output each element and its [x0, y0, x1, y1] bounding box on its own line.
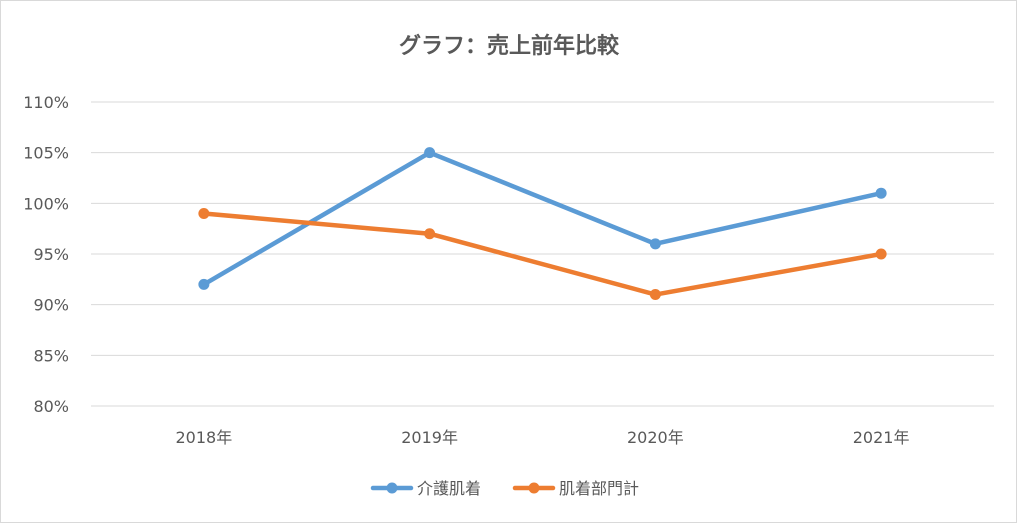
x-tick-label: 2019年: [401, 428, 458, 447]
data-point: [198, 207, 210, 219]
legend-marker: [386, 482, 398, 494]
series-1: [198, 147, 887, 290]
data-point: [424, 228, 436, 240]
data-point: [649, 238, 661, 250]
data-point: [875, 248, 887, 260]
y-axis-ticks: 80% 85% 90% 95% 100% 105% 110%: [23, 93, 69, 416]
chart-title: グラフ：売上前年比較: [399, 33, 620, 59]
data-point: [198, 278, 210, 290]
series-line: [201, 150, 884, 287]
legend-marker: [528, 482, 540, 494]
x-tick-label: 2021年: [853, 428, 910, 447]
y-tick-label: 105%: [23, 144, 69, 163]
series-2: [198, 207, 887, 301]
series-line: [201, 211, 884, 297]
y-tick-label: 100%: [23, 194, 69, 213]
series-layer: [198, 147, 887, 301]
x-axis-ticks: 2018年 2019年 2020年 2021年: [176, 428, 910, 447]
legend-item: 介護肌着: [370, 479, 481, 498]
y-tick-label: 90%: [33, 296, 69, 315]
x-tick-label: 2020年: [627, 428, 684, 447]
data-point: [424, 147, 436, 159]
legend: 介護肌着 肌着部門計: [370, 479, 639, 498]
y-tick-label: 85%: [33, 346, 69, 365]
legend-label: 介護肌着: [417, 479, 481, 498]
y-tick-label: 95%: [33, 245, 69, 264]
legend-label: 肌着部門計: [559, 479, 639, 498]
y-tick-label: 110%: [23, 93, 69, 112]
legend-item: 肌着部門計: [512, 479, 639, 498]
gridlines: [91, 101, 994, 407]
data-point: [649, 289, 661, 301]
x-tick-label: 2018年: [176, 428, 233, 447]
y-tick-label: 80%: [33, 397, 69, 416]
data-point: [875, 187, 887, 199]
